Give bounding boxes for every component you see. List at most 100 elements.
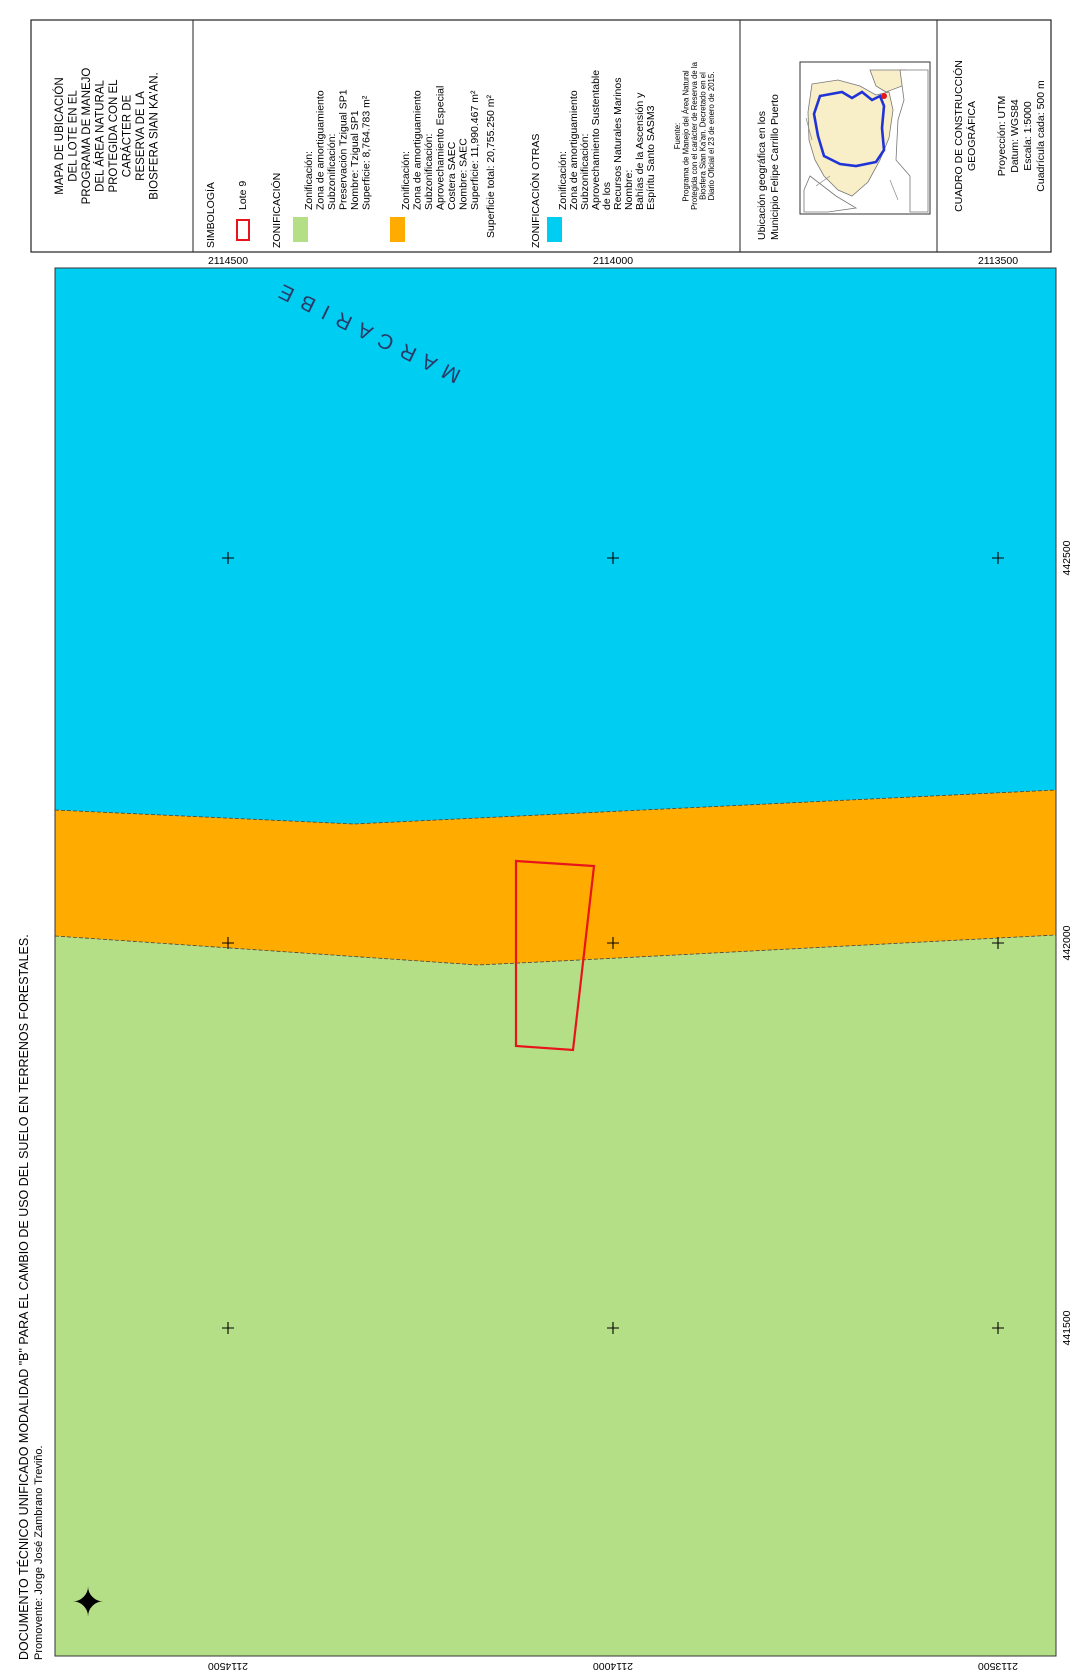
lote-swatch bbox=[236, 219, 250, 241]
location-panel: Ubicación geográfica en los Municipio Fel… bbox=[756, 61, 931, 240]
lote-9-polygon bbox=[514, 859, 596, 1052]
text-line: DEL ÁREA NATURAL bbox=[94, 79, 107, 191]
text-line: Programa de Manejo del Área Natural bbox=[682, 70, 691, 202]
footer-line: Promovente: Jorge José Zambrano Treviño. bbox=[33, 1445, 45, 1660]
location-marker-icon bbox=[881, 93, 887, 99]
legend: SIMBOLOGÍA Lote 9 ZONIFICACIÓN Zonificac… bbox=[204, 61, 716, 248]
text-line: Aprovechamiento Especial bbox=[435, 86, 447, 210]
text-line: Nombre: bbox=[623, 170, 635, 210]
top-tick-label: 2114000 bbox=[593, 255, 633, 267]
text-line: Cuadrícula cada: 500 m bbox=[1035, 80, 1047, 192]
legend-total-label: Superficie total: 20,755.250 m² bbox=[485, 94, 497, 238]
zone-boundary bbox=[54, 934, 1057, 966]
zone-boundary bbox=[54, 789, 1057, 825]
bottom-tick-label: 2113500 bbox=[978, 1660, 1018, 1670]
text-line: Preservación Tzigual SP1 bbox=[338, 89, 350, 210]
legend-zonificacion-label: ZONIFICACIÓN bbox=[270, 173, 283, 248]
location-inset-map bbox=[803, 66, 929, 213]
text-line: MAPA DE UBICACIÓN bbox=[53, 77, 66, 194]
text-line: PROTEGIDA CON EL bbox=[108, 79, 120, 193]
text-line: RESERVA DE LA bbox=[135, 91, 147, 181]
right-tick-labels: 442500 442000 441500 bbox=[1061, 540, 1073, 1345]
legend-sp1-text: Zonificación: Zona de amortiguamiento Subz… bbox=[303, 89, 373, 210]
text-line: Zona de amortiguamiento bbox=[568, 90, 580, 210]
text-line: CUADRO DE CONSTRUCCIÓN bbox=[952, 60, 965, 212]
text-line: Zonificación: bbox=[557, 151, 569, 210]
top-tick-label: 2113500 bbox=[978, 255, 1018, 267]
text-line: Proyección: UTM bbox=[996, 96, 1008, 177]
legend-sasm3-text: Zonificación: Zona de amortiguamiento Subz… bbox=[557, 70, 657, 210]
construction-panel: CUADRO DE CONSTRUCCIÓN GEOGRÁFICA Proyecc… bbox=[952, 60, 1047, 212]
text-line: de los bbox=[601, 182, 613, 210]
text-line: Zonificación: bbox=[400, 151, 412, 210]
grid-cross-icon bbox=[992, 1322, 1004, 1334]
map-frame bbox=[54, 267, 1057, 1657]
text-line: Subzonificación: bbox=[326, 134, 338, 210]
text-line: CARÁCTER DE bbox=[121, 94, 134, 177]
text-line: Biosfera Sian Ka'an. Decretado en el bbox=[699, 72, 708, 200]
bottom-tick-label: 2114500 bbox=[208, 1660, 248, 1670]
right-tick-label: 442500 bbox=[1061, 540, 1073, 575]
bottom-tick-labels: 2114500 2114000 2113500 bbox=[208, 1660, 1018, 1670]
saec-swatch bbox=[390, 217, 405, 242]
text-line: Protegida con el carácter de Reserva de … bbox=[690, 61, 699, 209]
text-line: DEL LOTE EN EL bbox=[68, 90, 80, 182]
grid-cross-icon bbox=[222, 937, 234, 949]
document-footer: DOCUMENTO TÉCNICO UNIFICADO MODALIDAD "B… bbox=[16, 934, 45, 1660]
grid-crosses bbox=[222, 552, 1004, 1334]
top-tick-labels: 2114500 2114000 2113500 bbox=[208, 255, 1018, 267]
text-line: Espíritu Santo SASM3 bbox=[645, 105, 657, 210]
text-line: Nombre: Tzigual SP1 bbox=[349, 110, 361, 210]
legend-otras-label: ZONIFICACIÓN OTRAS bbox=[529, 134, 542, 248]
text-line: Zonificación: bbox=[303, 151, 315, 210]
legend-simbologia-label: SIMBOLOGÍA bbox=[204, 182, 217, 248]
bottom-tick-label: 2114000 bbox=[593, 1660, 633, 1670]
text-line: PROGRAMA DE MANEJO bbox=[81, 68, 93, 205]
text-line: Diario Oficial el 23 de enero de 2015. bbox=[707, 72, 716, 201]
text-line: Costera SAEC bbox=[446, 141, 458, 210]
grid-cross-icon bbox=[992, 937, 1004, 949]
map-title: MAPA DE UBICACIÓN DEL LOTE EN EL PROGRAMA … bbox=[53, 68, 161, 205]
text-line: Recursos Naturales Marinos bbox=[612, 78, 624, 210]
legend-saec-text: Zonificación: Zona de amortiguamiento Subz… bbox=[400, 86, 481, 210]
legend-source-text: Fuente: Programa de Manejo del Área Natur… bbox=[673, 61, 716, 209]
sp1-swatch bbox=[293, 217, 308, 242]
sasm3-swatch bbox=[547, 217, 562, 242]
text-line: Fuente: bbox=[673, 123, 682, 149]
text-line: Zona de amortiguamiento bbox=[315, 90, 327, 210]
top-tick-label: 2114500 bbox=[208, 255, 248, 267]
text-line: BIOSFERA SIAN KA'AN. bbox=[149, 72, 161, 199]
grid-cross-icon bbox=[992, 552, 1004, 564]
text-line: Escala: 1:5000 bbox=[1022, 101, 1034, 171]
right-tick-label: 441500 bbox=[1061, 1310, 1073, 1345]
construction-title: CUADRO DE CONSTRUCCIÓN GEOGRÁFICA bbox=[952, 60, 978, 212]
text-line: Ubicación geográfica en los bbox=[756, 111, 768, 240]
grid-cross-icon bbox=[607, 937, 619, 949]
grid-cross-icon bbox=[607, 552, 619, 564]
text-line: Superficie: 11,990.467 m² bbox=[469, 90, 481, 210]
text-line: Subzonificación: bbox=[423, 134, 435, 210]
sea-zone bbox=[55, 268, 1056, 824]
saec-zone bbox=[55, 790, 1056, 965]
footer-line: DOCUMENTO TÉCNICO UNIFICADO MODALIDAD "B… bbox=[16, 934, 31, 1660]
text-line: Datum: WGS84 bbox=[1009, 99, 1021, 173]
text-line: Subzonificación: bbox=[579, 134, 591, 210]
text-line: GEOGRÁFICA bbox=[965, 101, 978, 171]
location-polygon bbox=[812, 90, 886, 168]
text-line: Zona de amortiguamiento bbox=[412, 90, 424, 210]
text-line: Superficie: 8,764.783 m² bbox=[361, 95, 373, 210]
location-label: Ubicación geográfica en los Municipio Fel… bbox=[756, 94, 781, 240]
header-panel: MAPA DE UBICACIÓN DEL LOTE EN EL PROGRAMA … bbox=[30, 19, 1052, 253]
legend-lote-label: Lote 9 bbox=[237, 181, 249, 210]
grid-cross-icon bbox=[222, 552, 234, 564]
grid-cross-icon bbox=[222, 1322, 234, 1334]
construction-info: Proyección: UTM Datum: WGS84 Escala: 1:500… bbox=[996, 80, 1047, 192]
right-tick-label: 442000 bbox=[1061, 925, 1073, 960]
text-line: Bahías de la Ascensión y bbox=[634, 92, 646, 210]
text-line: Nombre: SAEC bbox=[458, 138, 470, 210]
map-area: M A R C A R I B E ✦ bbox=[54, 267, 1057, 1657]
text-line: Aprovechamiento Sustentable bbox=[590, 70, 602, 210]
grid-cross-icon bbox=[607, 1322, 619, 1334]
north-arrow-icon: ✦ bbox=[71, 1581, 105, 1625]
